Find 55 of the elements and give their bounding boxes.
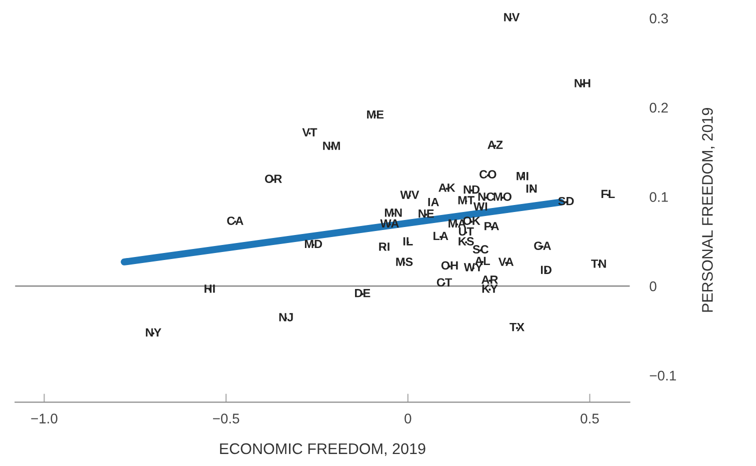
data-label: NM bbox=[323, 142, 340, 150]
y-tick-label: 0.3 bbox=[650, 14, 668, 24]
data-label: NY bbox=[146, 328, 162, 336]
data-label: AL bbox=[474, 256, 490, 266]
data-label: HI bbox=[204, 284, 215, 293]
data-label: ME bbox=[367, 110, 384, 119]
data-label: CT bbox=[436, 278, 452, 287]
data-label: NC bbox=[478, 192, 494, 201]
data-label: UT bbox=[458, 227, 474, 236]
x-tick-label: −1.0 bbox=[31, 414, 58, 424]
x-tick-label: 0 bbox=[404, 414, 412, 424]
data-label: LA bbox=[434, 232, 448, 240]
data-label: WV bbox=[400, 190, 420, 199]
data-label: NH bbox=[574, 79, 590, 88]
data-label: GA bbox=[534, 242, 552, 250]
data-label: NV bbox=[504, 13, 520, 22]
data-label: CO bbox=[480, 170, 496, 179]
x-axis-title: ECONOMIC FREEDOM, 2019 bbox=[220, 443, 426, 456]
data-label: MT bbox=[458, 196, 474, 204]
data-label: NJ bbox=[279, 313, 293, 322]
data-label: TN bbox=[591, 260, 606, 268]
data-label: FL bbox=[602, 190, 615, 198]
y-tick-label: 0.1 bbox=[650, 192, 668, 202]
data-label: AR bbox=[481, 276, 498, 284]
x-tick-label: −0.5 bbox=[213, 414, 240, 424]
data-label: KY bbox=[482, 284, 498, 293]
data-label: MD bbox=[304, 240, 322, 248]
data-label: MI bbox=[516, 172, 528, 180]
data-label: AK bbox=[438, 184, 456, 192]
data-label: SC bbox=[472, 245, 489, 254]
data-label: TX bbox=[510, 322, 524, 332]
data-label: WI bbox=[473, 202, 488, 211]
data-label: OR bbox=[264, 174, 282, 183]
data-label: ND bbox=[464, 185, 480, 194]
data-label: MO bbox=[494, 192, 512, 201]
data-label: MN bbox=[384, 208, 402, 217]
data-label: DE bbox=[355, 289, 370, 298]
data-label: KS bbox=[458, 237, 474, 246]
data-label: VA bbox=[498, 258, 514, 266]
data-label: AZ bbox=[488, 140, 503, 149]
data-label: IN bbox=[526, 184, 537, 193]
y-axis-title: PERSONAL FREEDOM, 2019 bbox=[702, 108, 715, 312]
y-tick-label: 0 bbox=[650, 281, 656, 292]
data-label: RI bbox=[379, 242, 390, 251]
data-label: VT bbox=[302, 128, 318, 136]
data-label: ID bbox=[540, 266, 552, 274]
x-tick-label: 0.5 bbox=[580, 414, 599, 424]
data-label: CA bbox=[227, 216, 244, 225]
data-label: MS bbox=[396, 258, 413, 266]
data-label: IA bbox=[428, 198, 439, 206]
y-tick-label: −0.1 bbox=[650, 370, 676, 381]
y-tick-label: 0.2 bbox=[650, 102, 668, 113]
data-label: OH bbox=[441, 261, 458, 270]
data-label: NE bbox=[418, 210, 434, 218]
data-label: PA bbox=[484, 222, 499, 230]
